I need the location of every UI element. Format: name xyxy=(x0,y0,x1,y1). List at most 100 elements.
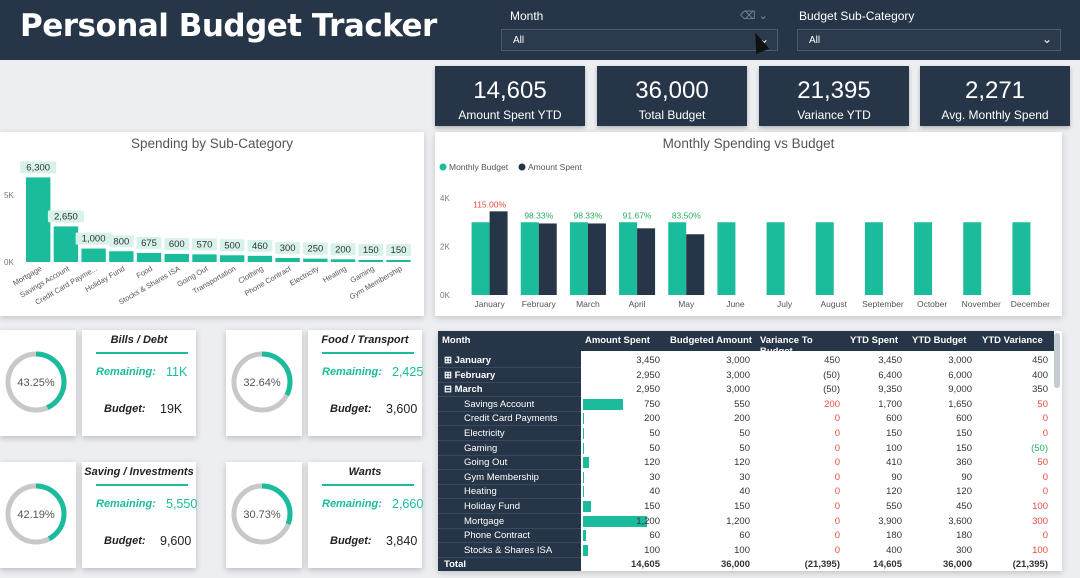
chevron-down-icon: ⌄ xyxy=(1041,32,1052,46)
subcategory-slicer-dropdown[interactable]: All ⌄ xyxy=(797,29,1061,51)
month-slicer-dropdown[interactable]: All ⌄ xyxy=(501,29,778,51)
data-bar xyxy=(583,501,592,512)
matrix-cell: 120 xyxy=(956,486,972,498)
data-label: 83.50% xyxy=(672,210,701,220)
spent-bar xyxy=(489,211,508,295)
matrix-row-label[interactable]: Heating xyxy=(438,485,581,500)
progress-ring: 32.64% xyxy=(231,351,293,413)
matrix-cell: 100 xyxy=(1032,544,1048,556)
matrix-cell: 60 xyxy=(649,530,660,542)
category-progress-card[interactable]: 43.25% xyxy=(0,330,76,436)
column-header[interactable]: Budgeted Amount xyxy=(666,331,756,351)
matrix-row-label[interactable]: Savings Account xyxy=(438,398,581,412)
data-label-bg xyxy=(302,242,328,255)
matrix-row-label[interactable]: Total xyxy=(438,558,581,571)
data-label: 2,650 xyxy=(54,211,78,222)
matrix-row-label[interactable]: ⊞ February xyxy=(438,369,581,383)
budget-value: 3,840 xyxy=(386,534,418,548)
kpi-card-variance[interactable]: 21,395 Variance YTD xyxy=(759,66,909,126)
budget-bar xyxy=(717,222,736,295)
category-summary-card[interactable]: Wants Remaining: 2,660 Budget: 3,840 xyxy=(308,462,423,568)
spent-bar xyxy=(686,234,705,295)
subcategory-chart-panel[interactable]: Spending by Sub-Category 0K 5K 6,300 Mortga… xyxy=(0,132,424,316)
category-progress-card[interactable]: 32.64% xyxy=(226,330,302,436)
data-label-bg xyxy=(192,238,217,251)
budget-bar xyxy=(914,222,933,295)
matrix-cell: 450 xyxy=(1032,355,1048,366)
remaining-label: Remaining: xyxy=(322,366,382,378)
data-label-bg xyxy=(247,239,273,252)
matrix-cell: 0 xyxy=(834,471,840,483)
legend-swatch xyxy=(439,163,447,171)
matrix-cell: 0 xyxy=(1042,428,1048,439)
matrix-cell: 90 xyxy=(961,471,972,483)
column-header[interactable]: Amount Spent xyxy=(581,331,666,351)
budget-value: 3,600 xyxy=(386,402,418,416)
category-summary-card[interactable]: Bills / Debt Remaining: 11K Budget: 19K xyxy=(82,330,196,436)
matrix-cell: 600 xyxy=(886,413,902,425)
budget-matrix-table[interactable]: Month Amount Spent Budgeted Amount Variance… xyxy=(438,331,1062,571)
matrix-cell: 14,605 xyxy=(630,559,660,571)
matrix-cell: 300 xyxy=(1032,515,1048,527)
matrix-row-label[interactable]: Gym Membership xyxy=(438,471,581,485)
matrix-scrollbar[interactable] xyxy=(1054,333,1060,388)
data-label: 300 xyxy=(280,243,296,254)
kpi-label: Avg. Monthly Spend xyxy=(941,108,1049,122)
matrix-cell: 50 xyxy=(1037,398,1048,410)
budget-bar xyxy=(569,222,588,295)
column-header[interactable]: YTD Spent xyxy=(846,331,908,351)
monthly-chart-panel[interactable]: Monthly Spending vs Budget Monthly Budge… xyxy=(435,132,1062,316)
monthly-bar-chart[interactable]: Monthly Budget Amount Spent 0K 2K 4K 115.00% J… xyxy=(435,132,1062,316)
matrix-row-label[interactable]: Phone Contract xyxy=(438,529,581,544)
data-bar xyxy=(583,442,585,454)
matrix-cell: 3,900 xyxy=(878,515,902,527)
data-label: 250 xyxy=(307,244,323,255)
matrix-cell: 30 xyxy=(649,471,660,483)
bar xyxy=(275,257,300,262)
x-tick-label: June xyxy=(726,299,745,309)
kpi-value: 2,271 xyxy=(964,77,1026,104)
category-progress-card[interactable]: 42.19% xyxy=(0,462,76,568)
matrix-row-label[interactable]: Gaming xyxy=(438,442,581,456)
matrix-row-label[interactable]: Going Out xyxy=(438,456,581,471)
matrix-cell: 550 xyxy=(886,501,902,512)
kpi-card-avg-monthly[interactable]: 2,271 Avg. Monthly Spend xyxy=(920,66,1070,126)
legend-item: Amount Spent xyxy=(528,162,583,172)
y-tick-label: 4K xyxy=(440,194,450,203)
budget-value: 19K xyxy=(160,402,183,416)
category-progress-card[interactable]: 30.73% xyxy=(226,462,302,568)
matrix-cell: 30 xyxy=(739,471,750,483)
y-tick-label: 5K xyxy=(4,191,14,200)
matrix-cell: 3,000 xyxy=(948,355,972,366)
ring-percent: 42.19% xyxy=(17,509,55,521)
matrix-row-label[interactable]: Electricity xyxy=(438,427,581,441)
matrix-cell: 6,400 xyxy=(878,369,902,381)
matrix-row-label[interactable]: ⊟ March xyxy=(438,383,581,398)
column-header[interactable]: Month xyxy=(438,331,581,351)
eraser-icon[interactable]: ⌫ ⌄ xyxy=(740,10,768,22)
matrix-row-label[interactable]: ⊞ January xyxy=(438,354,581,368)
data-label-bg xyxy=(330,243,356,256)
matrix-cell: 100 xyxy=(886,442,902,454)
matrix-cell: 36,000 xyxy=(720,559,750,571)
matrix-cell: 0 xyxy=(834,413,840,425)
matrix-cell: 150 xyxy=(956,428,972,439)
kpi-card-total-budget[interactable]: 36,000 Total Budget xyxy=(597,66,747,126)
matrix-cell: 410 xyxy=(886,457,902,469)
matrix-row-label[interactable]: Credit Card Payments xyxy=(438,412,581,427)
column-header[interactable]: YTD Variance xyxy=(978,331,1054,351)
matrix-cell: 50 xyxy=(649,442,660,454)
matrix-row-label[interactable]: Mortgage xyxy=(438,515,581,529)
column-header[interactable]: Variance To Budget xyxy=(756,331,846,357)
matrix-row-label[interactable]: Stocks & Shares ISA xyxy=(438,544,581,558)
remaining-value: 5,550 xyxy=(166,497,198,511)
category-summary-card[interactable]: Saving / Investments Remaining: 5,550 Bu… xyxy=(82,462,198,568)
category-summary-card[interactable]: Food / Transport Remaining: 2,425 Budget… xyxy=(308,330,423,436)
x-tick-label: April xyxy=(629,299,646,309)
matrix-cell: 0 xyxy=(834,486,840,498)
matrix-row-label[interactable]: Holiday Fund xyxy=(438,500,581,514)
kpi-card-amount-spent[interactable]: 14,605 Amount Spent YTD xyxy=(435,66,585,126)
column-header[interactable]: YTD Budget xyxy=(908,331,978,351)
bar xyxy=(192,254,217,262)
